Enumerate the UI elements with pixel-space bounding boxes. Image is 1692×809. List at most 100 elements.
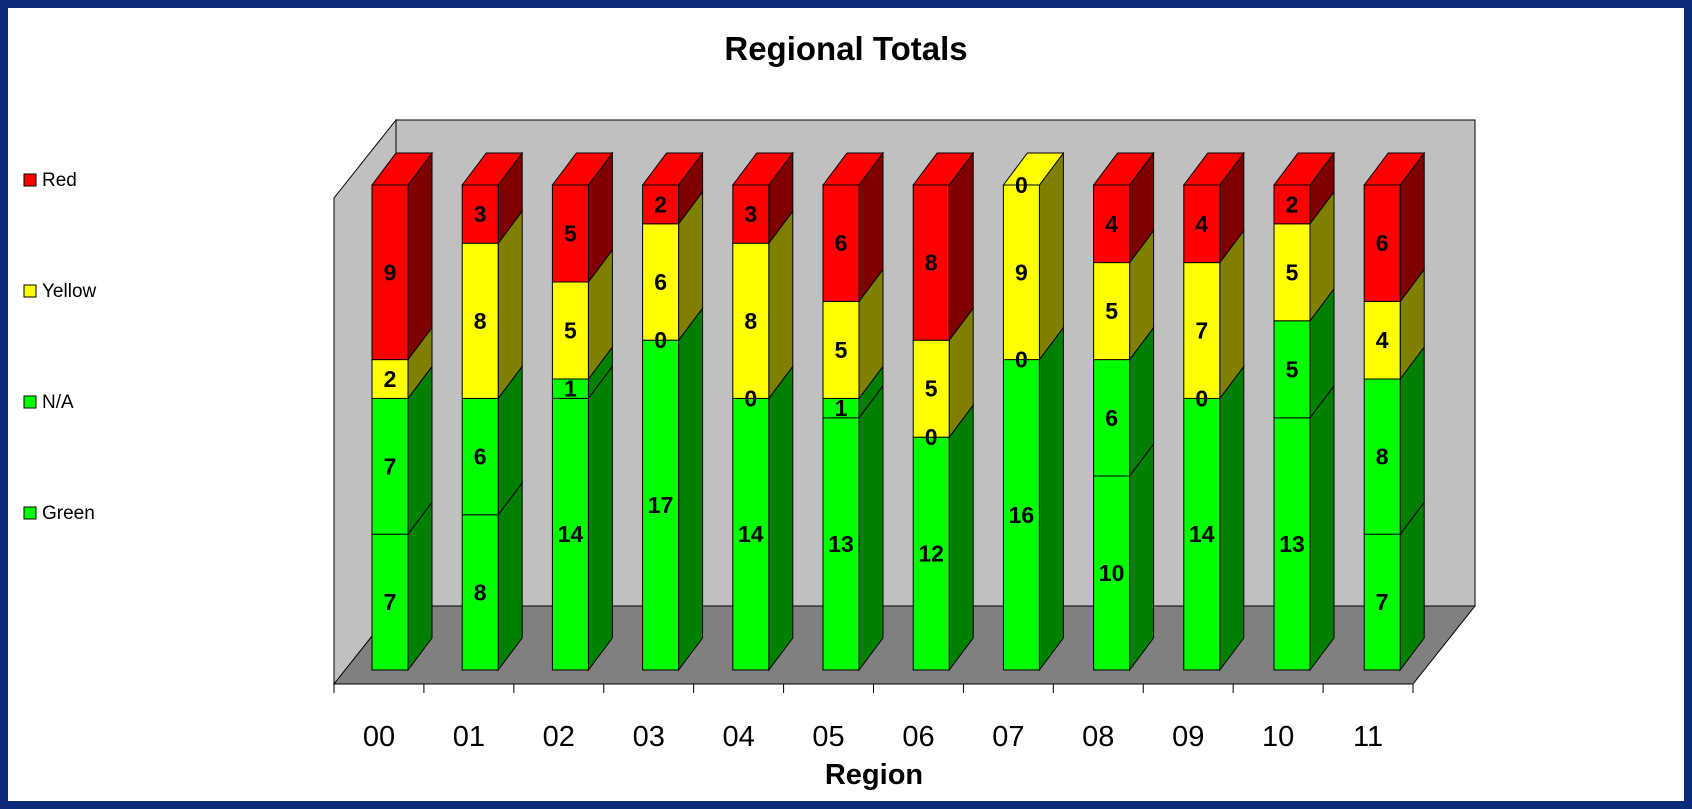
bar-segment-yellow-06 bbox=[912, 339, 950, 438]
bar-segment-side bbox=[497, 209, 523, 400]
bar-segment-green-05 bbox=[822, 417, 860, 671]
data-label: 3 bbox=[744, 201, 757, 227]
bar-segment-side bbox=[1129, 442, 1155, 672]
data-label: 6 bbox=[654, 269, 667, 295]
bar-segment-side bbox=[948, 403, 974, 672]
bar-segment-yellow-07 bbox=[1002, 184, 1040, 361]
x-tick-label-01: 01 bbox=[453, 721, 485, 753]
x-tick-label-04: 04 bbox=[722, 721, 754, 753]
data-label: 8 bbox=[744, 308, 757, 334]
legend-label-yellow: Yellow bbox=[42, 281, 97, 302]
bar-segment-red-00 bbox=[371, 184, 409, 361]
bar-segment-red-11 bbox=[1363, 184, 1401, 302]
bars-group bbox=[371, 151, 1426, 672]
bar-top-face bbox=[371, 152, 433, 186]
data-label: 8 bbox=[474, 308, 487, 334]
data-label: 8 bbox=[1376, 444, 1389, 470]
data-label: 1 bbox=[564, 376, 577, 402]
data-label: 6 bbox=[1376, 230, 1389, 256]
x-tick-label-06: 06 bbox=[902, 721, 934, 753]
data-label: 0 bbox=[654, 327, 667, 353]
bar-segment-green-06 bbox=[912, 436, 950, 671]
data-label: 2 bbox=[384, 366, 397, 392]
x-tick-label-10: 10 bbox=[1262, 721, 1294, 753]
data-label: 0 bbox=[1015, 172, 1028, 198]
bar-segment-green-09 bbox=[1183, 397, 1221, 671]
bar-segment-side bbox=[1219, 364, 1245, 672]
data-label: 16 bbox=[1009, 502, 1035, 528]
bar-top-face bbox=[1092, 152, 1155, 186]
bar-segment-green-03 bbox=[642, 339, 680, 671]
bar-segment-red-09 bbox=[1183, 184, 1221, 264]
bar-segment-red-04 bbox=[732, 184, 770, 244]
data-label: 7 bbox=[384, 589, 397, 615]
bar-segment-n-a-08 bbox=[1093, 359, 1131, 477]
bar-segment-side bbox=[587, 364, 613, 672]
data-labels-group: 7 7 2 9 8 6 8 3 14 1 5 5 17 0 6 2 14 0 8 3 13 1 5 6 12 0 5 8 16 0 9 0 10… bbox=[384, 172, 1389, 615]
bar-top-face bbox=[551, 152, 614, 186]
bar-segment-yellow-01 bbox=[461, 242, 499, 399]
bar-segment-side bbox=[678, 306, 704, 672]
data-label: 5 bbox=[1105, 298, 1118, 324]
bar-segment-green-00 bbox=[371, 533, 409, 671]
data-label: 5 bbox=[1286, 356, 1299, 382]
data-label: 12 bbox=[918, 541, 944, 567]
bar-segment-yellow-03 bbox=[642, 223, 680, 341]
legend: Red Yellow N/A Green bbox=[23, 170, 97, 524]
data-label: 14 bbox=[558, 521, 584, 547]
bar-segment-side bbox=[407, 151, 433, 362]
legend-swatch-green bbox=[23, 506, 37, 520]
bar-segment-red-03 bbox=[642, 184, 680, 225]
data-label: 6 bbox=[835, 230, 848, 256]
x-axis-label: Region bbox=[825, 759, 923, 791]
legend-swatch-yellow bbox=[23, 284, 37, 298]
data-label: 4 bbox=[1195, 211, 1208, 237]
x-tick-label-03: 03 bbox=[633, 721, 665, 753]
chart-title: Regional Totals bbox=[724, 30, 967, 67]
data-label: 14 bbox=[1189, 521, 1215, 547]
chart-frame: Regional Totals 7 7 2 9 8 6 8 3 14 1 5 5 17 0 6 2 14 0 8 3 1… bbox=[8, 8, 1684, 801]
data-label: 5 bbox=[925, 376, 938, 402]
bar-segment-yellow-11 bbox=[1363, 300, 1401, 380]
data-label: 2 bbox=[654, 191, 667, 217]
bar-segment-side bbox=[768, 364, 794, 672]
data-label: 2 bbox=[1286, 191, 1299, 217]
bar-segment-yellow-05 bbox=[822, 300, 860, 399]
data-label: 5 bbox=[835, 337, 848, 363]
bar-segment-red-05 bbox=[822, 184, 860, 302]
bar-segment-green-08 bbox=[1093, 475, 1131, 671]
data-label: 6 bbox=[1105, 405, 1118, 431]
bar-segment-n-a-10 bbox=[1273, 320, 1311, 419]
bar-top-face bbox=[912, 152, 975, 186]
data-label: 0 bbox=[1015, 347, 1028, 373]
data-label: 7 bbox=[1376, 589, 1389, 615]
bar-segment-yellow-09 bbox=[1183, 262, 1221, 399]
data-label: 0 bbox=[925, 424, 938, 450]
x-tick-label-05: 05 bbox=[812, 721, 844, 753]
legend-label-red: Red bbox=[42, 170, 77, 191]
data-label: 7 bbox=[384, 453, 397, 479]
x-tick-label-07: 07 bbox=[992, 721, 1024, 753]
x-tick-label-09: 09 bbox=[1172, 721, 1204, 753]
bar-segment-side bbox=[1309, 384, 1335, 672]
data-label: 0 bbox=[1195, 385, 1208, 411]
bar-segment-side bbox=[497, 481, 523, 672]
bar-segment-yellow-00 bbox=[371, 359, 409, 399]
data-label: 8 bbox=[474, 579, 487, 605]
data-label: 13 bbox=[1279, 531, 1305, 557]
data-label: 4 bbox=[1105, 211, 1118, 237]
data-label: 5 bbox=[1286, 259, 1299, 285]
bar-top-face bbox=[822, 152, 884, 186]
data-label: 7 bbox=[1195, 318, 1208, 344]
bar-segment-n-a-11 bbox=[1363, 378, 1401, 535]
data-label: 3 bbox=[474, 201, 487, 227]
x-tick-labels-group: 00 01 02 03 04 05 06 07 08 09 10 11 bbox=[363, 721, 1383, 753]
bar-segment-yellow-08 bbox=[1093, 262, 1131, 361]
bar-segment-side bbox=[768, 209, 794, 400]
data-label: 6 bbox=[474, 444, 487, 470]
legend-swatch-red bbox=[23, 173, 37, 187]
bar-top-face bbox=[1363, 152, 1426, 186]
bar-segment-red-01 bbox=[461, 184, 499, 244]
bar-top-face bbox=[1002, 152, 1065, 186]
x-axis-ticks bbox=[333, 684, 1414, 693]
